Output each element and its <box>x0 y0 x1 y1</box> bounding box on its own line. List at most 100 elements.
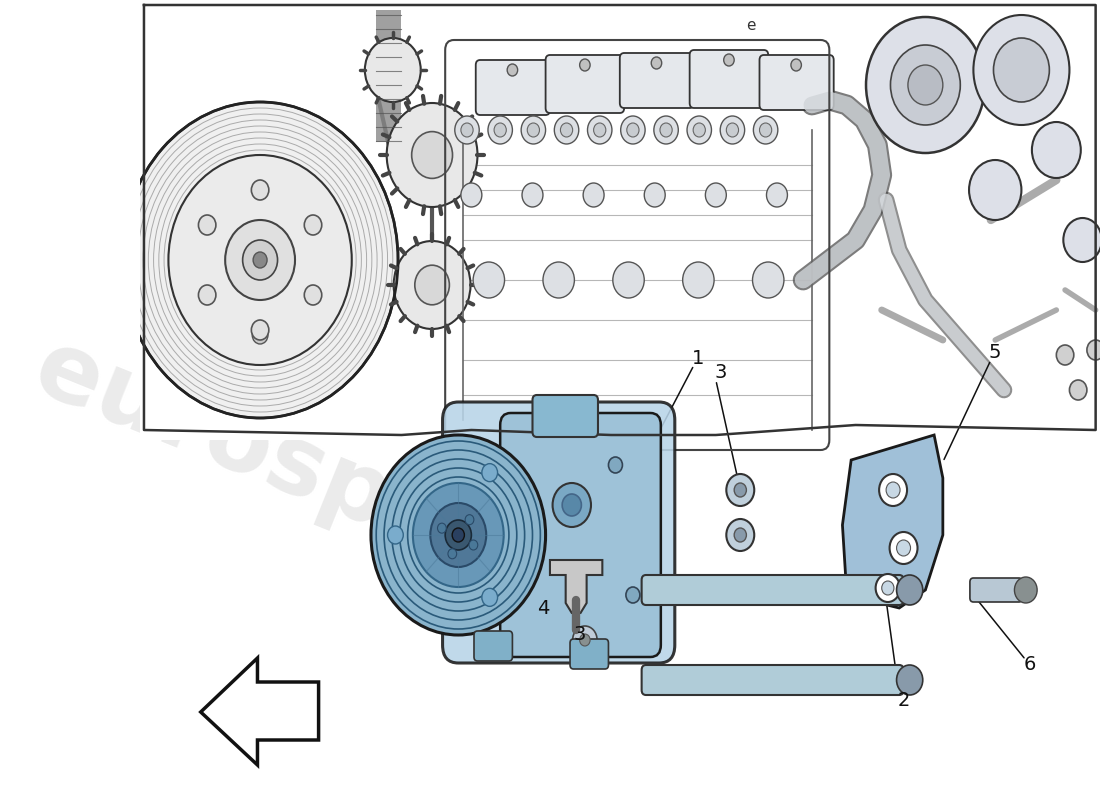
Circle shape <box>252 180 268 200</box>
Circle shape <box>969 160 1022 220</box>
Text: 5: 5 <box>989 342 1001 362</box>
Circle shape <box>488 116 513 144</box>
FancyBboxPatch shape <box>442 402 674 663</box>
Circle shape <box>653 116 679 144</box>
Text: 3: 3 <box>714 362 726 382</box>
Circle shape <box>122 102 398 418</box>
Circle shape <box>521 116 546 144</box>
Circle shape <box>583 183 604 207</box>
Circle shape <box>1032 122 1081 178</box>
Circle shape <box>705 183 726 207</box>
Circle shape <box>887 482 900 498</box>
Circle shape <box>198 215 216 235</box>
Circle shape <box>412 483 504 587</box>
Circle shape <box>580 59 590 71</box>
Circle shape <box>168 155 352 365</box>
Circle shape <box>896 575 923 605</box>
Circle shape <box>562 494 582 516</box>
Text: since 1985: since 1985 <box>766 314 1033 446</box>
Circle shape <box>683 262 714 298</box>
Text: eurospares: eurospares <box>21 322 625 638</box>
Circle shape <box>791 59 802 71</box>
Text: 3: 3 <box>573 626 586 645</box>
Polygon shape <box>550 560 603 613</box>
Circle shape <box>482 588 497 606</box>
Circle shape <box>627 123 639 137</box>
Circle shape <box>552 483 591 527</box>
Circle shape <box>726 123 738 137</box>
Circle shape <box>438 523 447 533</box>
Circle shape <box>896 665 923 695</box>
Circle shape <box>1014 577 1037 603</box>
Circle shape <box>305 285 321 305</box>
FancyBboxPatch shape <box>690 50 768 108</box>
Circle shape <box>613 262 645 298</box>
Circle shape <box>720 116 745 144</box>
Circle shape <box>415 266 450 305</box>
Circle shape <box>507 64 518 76</box>
Text: 6: 6 <box>1024 655 1036 674</box>
FancyBboxPatch shape <box>641 575 903 605</box>
Circle shape <box>866 17 984 153</box>
Circle shape <box>651 57 662 69</box>
Circle shape <box>252 320 268 340</box>
Polygon shape <box>843 435 943 608</box>
FancyBboxPatch shape <box>474 631 513 661</box>
Circle shape <box>461 123 473 137</box>
FancyBboxPatch shape <box>619 53 694 108</box>
Circle shape <box>594 123 606 137</box>
Circle shape <box>573 626 597 654</box>
Circle shape <box>473 262 505 298</box>
Circle shape <box>387 103 477 207</box>
Circle shape <box>1064 218 1100 262</box>
Circle shape <box>482 464 497 482</box>
Circle shape <box>461 183 482 207</box>
Circle shape <box>767 183 788 207</box>
Circle shape <box>724 54 734 66</box>
Circle shape <box>522 183 543 207</box>
Circle shape <box>896 540 911 556</box>
Circle shape <box>554 116 579 144</box>
Polygon shape <box>200 658 319 765</box>
Circle shape <box>430 503 486 567</box>
Circle shape <box>305 215 321 235</box>
Circle shape <box>543 262 574 298</box>
Circle shape <box>752 262 784 298</box>
Text: 4: 4 <box>537 598 549 618</box>
Circle shape <box>891 45 960 125</box>
Circle shape <box>660 123 672 137</box>
Circle shape <box>469 540 477 550</box>
Circle shape <box>726 519 755 551</box>
Circle shape <box>879 474 908 506</box>
FancyBboxPatch shape <box>532 395 598 437</box>
Circle shape <box>645 183 665 207</box>
Circle shape <box>882 581 894 595</box>
Circle shape <box>908 65 943 105</box>
Circle shape <box>448 549 456 558</box>
FancyBboxPatch shape <box>970 578 1022 602</box>
Circle shape <box>693 123 705 137</box>
Circle shape <box>198 285 216 305</box>
Circle shape <box>1087 340 1100 360</box>
Polygon shape <box>376 10 400 142</box>
FancyBboxPatch shape <box>500 413 661 657</box>
Circle shape <box>974 15 1069 125</box>
Circle shape <box>226 220 295 300</box>
Text: a passion: a passion <box>368 518 662 662</box>
Circle shape <box>365 38 420 102</box>
Circle shape <box>452 528 464 542</box>
FancyBboxPatch shape <box>759 55 834 110</box>
FancyBboxPatch shape <box>570 639 608 669</box>
Circle shape <box>580 634 590 646</box>
Text: 1: 1 <box>692 349 705 367</box>
Circle shape <box>465 514 474 525</box>
Circle shape <box>527 123 539 137</box>
Circle shape <box>494 123 506 137</box>
Polygon shape <box>140 0 1100 440</box>
Text: 2: 2 <box>898 690 910 710</box>
Circle shape <box>253 252 267 268</box>
Circle shape <box>387 526 404 544</box>
Circle shape <box>759 123 772 137</box>
Circle shape <box>411 131 452 178</box>
Circle shape <box>1069 380 1087 400</box>
